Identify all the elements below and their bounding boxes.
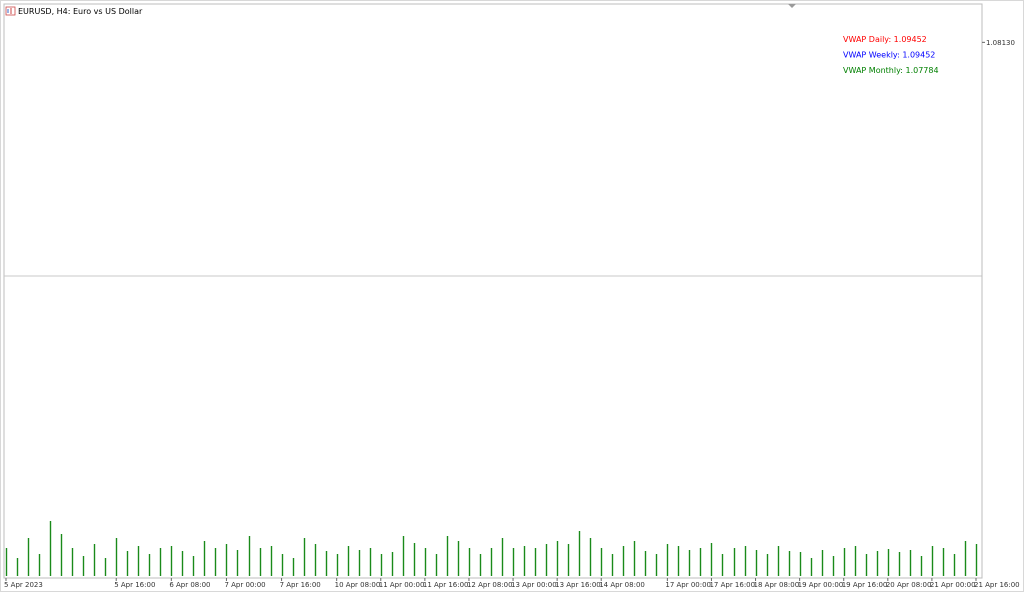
time-tick-label: 13 Apr 16:00 [555,581,601,589]
price-tick-label: 1.08130 [986,39,1015,47]
legend-entry: VWAP Weekly: 1.09452 [843,51,935,60]
time-tick-label: 19 Apr 00:00 [798,581,844,589]
time-tick-label: 13 Apr 00:00 [511,581,557,589]
legend: VWAP Daily: 1.09452 VWAP Weekly: 1.09452 V… [843,35,939,75]
chart-window-icon [5,6,16,16]
time-tick-label: 14 Apr 08:00 [599,581,645,589]
time-tick-label: 17 Apr 00:00 [665,581,711,589]
legend-entry: VWAP Daily: 1.09452 [843,35,927,44]
legend-entry: VWAP Monthly: 1.07784 [843,66,939,75]
time-tick-label: 11 Apr 00:00 [379,581,425,589]
chart-title: EURUSD, H4: Euro vs US Dollar [18,7,143,16]
shift-marker-icon[interactable] [788,4,796,8]
time-tick-label: 7 Apr 16:00 [280,581,321,589]
time-tick-label: 21 Apr 16:00 [974,581,1020,589]
time-tick-label: 18 Apr 08:00 [754,581,800,589]
time-axis[interactable]: 5 Apr 2023 5 Apr 16:00 6 Apr 08:00 7 Apr 00… [4,577,1020,589]
time-tick-label: 6 Apr 08:00 [169,581,210,589]
plot-area[interactable] [3,3,983,579]
price-axis[interactable]: 1.107701.106501.105301.104101.102901.101… [981,0,1021,578]
time-tick-label: 5 Apr 16:00 [114,581,155,589]
time-tick-label: 17 Apr 16:00 [709,581,755,589]
time-tick-label: 11 Apr 16:00 [423,581,469,589]
time-tick-label: 21 Apr 00:00 [930,581,976,589]
time-tick-label: 12 Apr 08:00 [467,581,513,589]
time-tick-label: 20 Apr 08:00 [886,581,932,589]
time-tick-label: 19 Apr 16:00 [842,581,888,589]
volume-histogram [5,521,978,576]
time-tick-label: 5 Apr 2023 [4,581,43,589]
time-tick-label: 10 Apr 08:00 [335,581,381,589]
time-tick-label: 7 Apr 00:00 [224,581,265,589]
